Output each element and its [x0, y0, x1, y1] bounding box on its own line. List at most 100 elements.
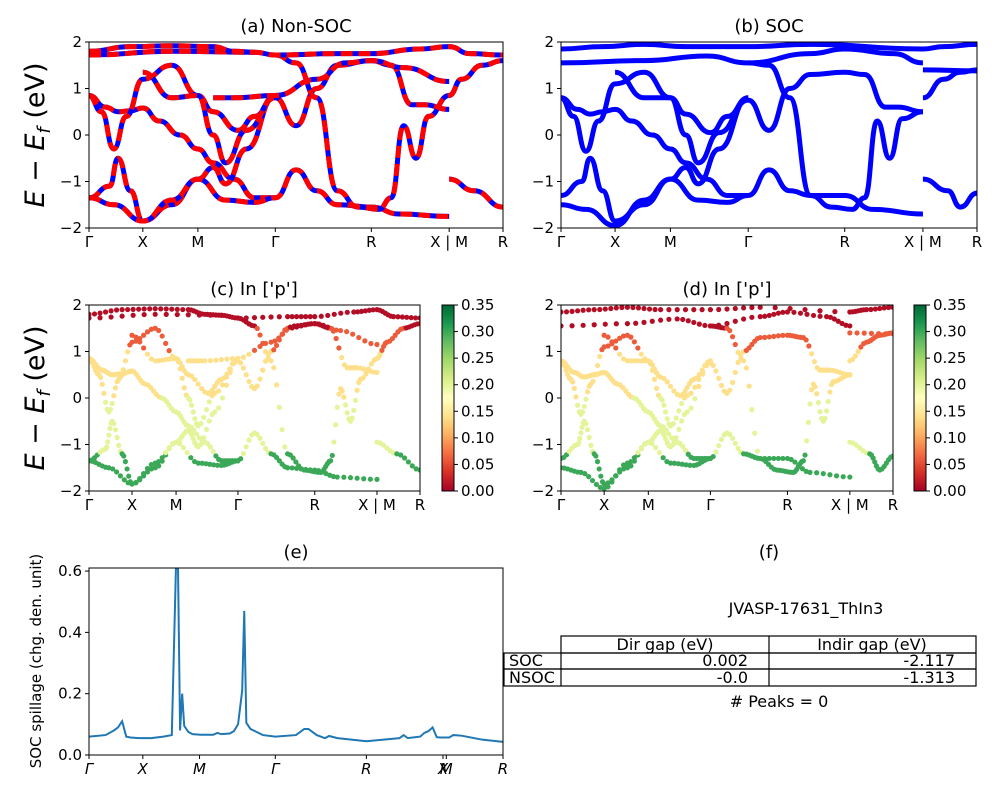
scatter-point	[399, 314, 405, 320]
scatter-point	[741, 305, 747, 311]
scatter-point	[679, 461, 685, 467]
scatter-point	[219, 395, 226, 401]
scatter-point	[700, 368, 706, 375]
scatter-point	[791, 309, 797, 315]
xtick-label: X	[127, 496, 137, 514]
colorbar-tick-label: 0.10	[933, 429, 966, 447]
scatter-point	[282, 444, 288, 450]
scatter-point	[354, 387, 360, 393]
scatter-point	[243, 372, 249, 378]
scatter-point	[716, 375, 722, 381]
panel-a-title: (a) Non-SOC	[240, 16, 351, 37]
scatter-point	[318, 313, 324, 319]
scatter-point	[635, 450, 641, 456]
scatter-point	[246, 378, 252, 385]
xtick-label: X	[599, 496, 609, 514]
scatter-point	[163, 450, 169, 456]
xtick-label: Γ	[557, 233, 566, 251]
scatter-point	[674, 307, 680, 313]
scatter-point	[398, 452, 404, 458]
scatter-point	[111, 421, 117, 427]
ytick-label: −1	[532, 173, 554, 191]
scatter-point	[130, 312, 136, 318]
nsoc-dir-gap: -0.0	[717, 668, 748, 687]
scatter-point	[847, 372, 853, 378]
scatter-point	[827, 389, 833, 395]
scatter-point	[417, 467, 420, 473]
scatter-point	[863, 307, 870, 313]
scatter-point	[189, 373, 195, 379]
scatter-point	[181, 385, 187, 391]
scatter-point	[563, 367, 569, 373]
band-line-10	[922, 67, 977, 74]
scatter-point	[344, 329, 350, 335]
scatter-point	[692, 384, 698, 390]
scatter-point	[691, 319, 697, 326]
band-line-dashed-5	[213, 58, 450, 101]
scatter-point	[732, 305, 738, 312]
colorbar-tick-label: 0.30	[933, 323, 966, 341]
scatter-point	[570, 379, 576, 385]
xtick-label: M	[191, 233, 204, 251]
scatter-point	[741, 316, 747, 322]
scatter-point	[890, 305, 893, 310]
scatter-point	[133, 479, 139, 486]
scatter-point	[687, 462, 693, 468]
scatter-point	[101, 390, 107, 396]
scatter-point	[116, 442, 122, 448]
scatter-point	[771, 333, 777, 339]
scatter-point	[207, 444, 213, 450]
scatter-point	[561, 323, 564, 329]
scatter-point	[352, 397, 359, 403]
scatter-point	[814, 470, 820, 476]
scatter-point	[575, 402, 581, 408]
peaks-count: # Peaks = 0	[730, 692, 829, 711]
scatter-point	[254, 431, 260, 438]
soc-dir-gap: 0.002	[702, 651, 748, 670]
scatter-point	[660, 455, 666, 461]
scatter-point	[254, 383, 260, 389]
scatter-point	[638, 445, 644, 451]
scatter-point	[218, 312, 224, 318]
scatter-point	[890, 331, 893, 337]
scatter-point	[835, 318, 841, 324]
scatter-point	[831, 316, 837, 322]
band-line-3	[561, 167, 923, 228]
scatter-point	[273, 342, 280, 349]
scatter-point	[583, 421, 589, 427]
xtick-label: R	[498, 233, 508, 251]
scatter-point	[817, 313, 823, 319]
xtick-label: X	[137, 760, 149, 778]
scatter-point	[190, 409, 196, 415]
scatter-point	[787, 305, 793, 312]
scatter-point	[593, 453, 599, 459]
scatter-point	[97, 374, 104, 381]
ytick-label: 1	[72, 80, 82, 98]
panel-e-line	[89, 568, 503, 743]
scatter-point	[169, 306, 175, 312]
scatter-point	[684, 384, 690, 391]
scatter-point	[641, 319, 647, 325]
scatter-point	[193, 431, 200, 437]
scatter-point	[727, 328, 733, 334]
xtick-label: Γ	[706, 496, 715, 514]
panel-c-scatter	[89, 306, 420, 487]
scatter-point	[201, 414, 207, 421]
scatter-point	[609, 339, 615, 345]
ytick-label: 2	[544, 33, 554, 51]
scatter-point	[166, 445, 172, 451]
scatter-point	[262, 445, 269, 451]
scatter-point	[602, 306, 608, 312]
scatter-point	[312, 321, 318, 327]
scatter-point	[682, 447, 689, 453]
scatter-point	[771, 311, 777, 317]
xtick-label: X | M	[831, 496, 869, 514]
gap-table: Dir gap (eV) Indir gap (eV) SOC 0.002 -2…	[503, 635, 977, 687]
scatter-point	[675, 461, 681, 467]
scatter-point	[579, 409, 586, 415]
scatter-point	[735, 445, 741, 451]
scatter-point	[276, 314, 282, 320]
scatter-point	[251, 347, 258, 353]
colorbar-tick-label: 0.00	[933, 482, 966, 500]
scatter-point	[108, 314, 114, 320]
